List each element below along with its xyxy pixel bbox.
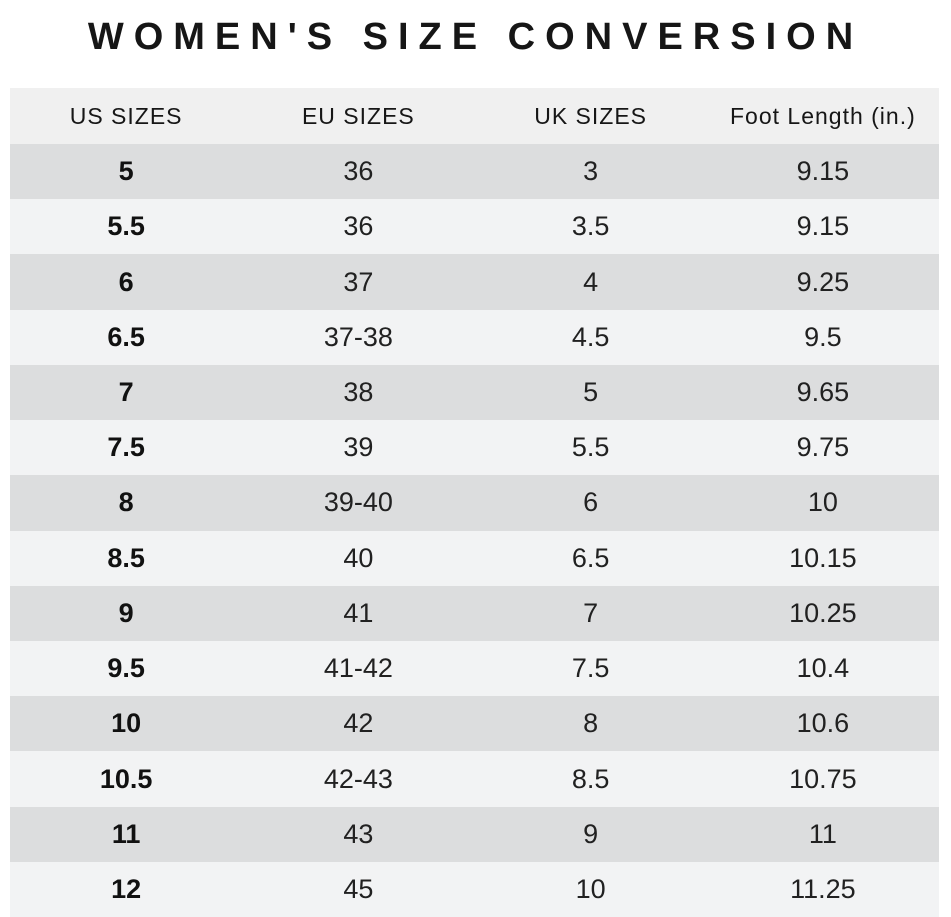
foot-length-cell: 9.25 [796, 266, 850, 297]
us-size-cell: 6 [118, 266, 134, 297]
foot-length-cell: 9.5 [804, 321, 842, 352]
table-row: 6.5 37-38 4.5 9.5 [10, 309, 939, 365]
uk-size-cell: 6.5 [571, 542, 610, 573]
eu-size-cell: 43 [343, 818, 374, 849]
foot-length-cell: 10.6 [796, 708, 850, 739]
us-size-cell: 7 [118, 376, 134, 407]
eu-size-cell: 38 [343, 376, 374, 407]
us-size-cell: 6.5 [107, 321, 145, 352]
foot-length-cell: 10 [807, 487, 838, 518]
table-header-row: US SIZES EU SIZES UK SIZES Foot Length (… [10, 88, 939, 144]
column-header-us-sizes: US SIZES [69, 102, 183, 129]
uk-size-cell: 10 [575, 873, 606, 904]
size-conversion-table: US SIZES EU SIZES UK SIZES Foot Length (… [10, 88, 939, 917]
us-size-cell: 8.5 [107, 542, 145, 573]
table-row: 9 41 7 10.25 [10, 585, 939, 641]
uk-size-cell: 9 [583, 818, 599, 849]
eu-size-cell: 36 [343, 156, 374, 187]
foot-length-cell: 9.15 [796, 156, 850, 187]
eu-size-cell: 39 [343, 432, 374, 463]
eu-size-cell: 36 [343, 211, 374, 242]
table-row: 9.5 41-42 7.5 10.4 [10, 640, 939, 697]
uk-size-cell: 4 [583, 266, 599, 297]
eu-size-cell: 41-42 [323, 653, 393, 684]
uk-size-cell: 7 [583, 597, 599, 628]
column-header-uk-sizes: UK SIZES [534, 102, 648, 129]
uk-size-cell: 8 [583, 708, 599, 739]
foot-length-cell: 10.15 [789, 542, 857, 573]
eu-size-cell: 39-40 [323, 487, 393, 518]
page-title: WOMEN'S SIZE CONVERSION [87, 16, 864, 58]
us-size-cell: 11 [111, 818, 141, 849]
us-size-cell: 8 [118, 487, 134, 518]
uk-size-cell: 6 [583, 487, 599, 518]
us-size-cell: 10 [111, 708, 142, 739]
foot-length-cell: 10.25 [789, 597, 857, 628]
table-row: 7 38 5 9.65 [10, 364, 939, 421]
table-row: 5 36 3 9.15 [10, 144, 939, 200]
table-row: 10 42 8 10.6 [10, 696, 939, 752]
uk-size-cell: 5 [583, 376, 599, 407]
uk-size-cell: 3 [583, 156, 599, 187]
table-row: 5.5 36 3.5 9.15 [10, 199, 939, 255]
uk-size-cell: 8.5 [571, 763, 610, 794]
eu-size-cell: 45 [343, 873, 374, 904]
uk-size-cell: 5.5 [571, 432, 610, 463]
foot-length-cell: 11.25 [790, 873, 856, 904]
us-size-cell: 10.5 [99, 763, 153, 794]
us-size-cell: 5 [118, 156, 134, 187]
us-size-cell: 5.5 [107, 211, 145, 242]
eu-size-cell: 40 [343, 542, 374, 573]
table-row: 10.5 42-43 8.5 10.75 [10, 751, 939, 807]
table-body: 5 36 3 9.15 5.5 36 3.5 9.15 6 37 4 9.25 6.5 37-38 4.5 9… [10, 144, 939, 917]
foot-length-cell: 9.75 [796, 432, 850, 463]
us-size-cell: 9.5 [107, 653, 145, 684]
us-size-cell: 9 [118, 597, 134, 628]
eu-size-cell: 42 [343, 708, 374, 739]
uk-size-cell: 3.5 [571, 211, 610, 242]
eu-size-cell: 37-38 [323, 321, 393, 352]
table-row: 8.5 40 6.5 10.15 [10, 530, 939, 586]
eu-size-cell: 42-43 [323, 763, 393, 794]
table-row: 8 39-40 6 10 [10, 475, 939, 531]
table-row: 7.5 39 5.5 9.75 [10, 420, 939, 476]
foot-length-cell: 9.65 [796, 376, 850, 407]
table-row: 12 45 10 11.25 [10, 861, 939, 917]
uk-size-cell: 4.5 [571, 321, 610, 352]
eu-size-cell: 41 [343, 597, 374, 628]
table-row: 11 43 9 11 [10, 806, 939, 862]
eu-size-cell: 37 [343, 266, 374, 297]
foot-length-cell: 9.15 [796, 211, 850, 242]
foot-length-cell: 11 [808, 818, 837, 849]
us-size-cell: 7.5 [107, 432, 145, 463]
column-header-foot-length: Foot Length (in.) [729, 102, 916, 129]
table-row: 6 37 4 9.25 [10, 254, 939, 310]
column-header-eu-sizes: EU SIZES [301, 102, 415, 129]
foot-length-cell: 10.75 [789, 763, 857, 794]
us-size-cell: 12 [111, 873, 142, 904]
foot-length-cell: 10.4 [796, 653, 850, 684]
uk-size-cell: 7.5 [571, 653, 610, 684]
